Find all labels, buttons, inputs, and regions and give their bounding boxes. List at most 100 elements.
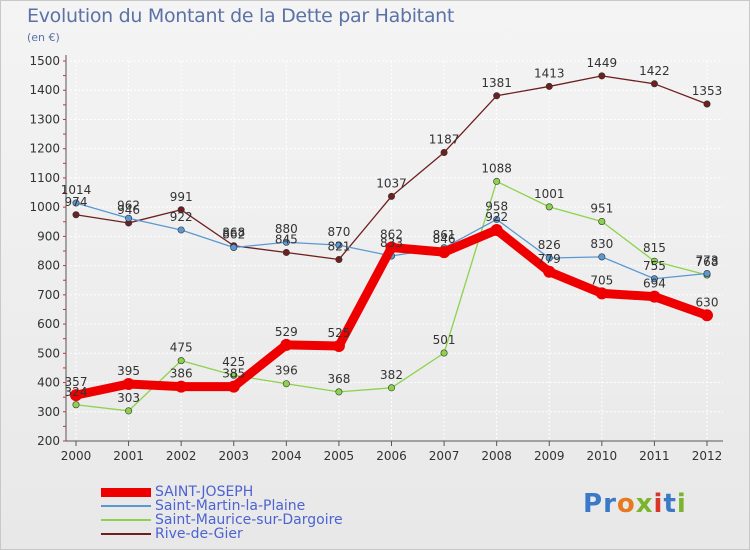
data-label: 1001	[534, 187, 565, 201]
data-point	[598, 253, 606, 261]
data-point	[282, 380, 290, 388]
data-point	[177, 206, 185, 214]
x-tick-label: 2008	[481, 449, 512, 463]
y-tick-label: 1000	[29, 200, 60, 214]
data-point	[493, 215, 501, 223]
y-tick-label: 1300	[29, 112, 60, 126]
x-tick-label: 2004	[271, 449, 302, 463]
data-label: 833	[380, 236, 403, 250]
data-point	[701, 309, 713, 322]
data-label: 815	[643, 241, 666, 255]
data-label: 845	[275, 232, 298, 246]
data-point	[332, 340, 345, 352]
data-point	[648, 290, 661, 303]
data-label: 821	[327, 239, 350, 253]
data-point	[440, 148, 448, 156]
data-point	[650, 275, 658, 283]
data-label: 525	[327, 326, 350, 340]
data-label: 1413	[534, 66, 565, 80]
data-point	[493, 177, 501, 185]
proxiti-logo: Proxiti	[583, 489, 687, 519]
data-label: 630	[696, 295, 719, 309]
data-point	[72, 211, 80, 219]
data-point	[703, 270, 711, 278]
x-tick-label: 2003	[218, 449, 249, 463]
data-label: 396	[275, 364, 298, 378]
data-point	[282, 238, 290, 246]
data-point	[70, 389, 82, 402]
legend-label: Saint-Martin-la-Plaine	[155, 498, 306, 514]
data-point	[598, 72, 606, 80]
data-label: 475	[170, 341, 193, 355]
y-tick-label: 400	[37, 376, 60, 390]
data-label: 951	[590, 201, 613, 215]
x-tick-label: 2005	[324, 449, 355, 463]
data-label: 1014	[61, 183, 92, 197]
data-label: 1187	[429, 132, 460, 146]
data-point	[385, 241, 398, 254]
data-point	[125, 407, 133, 415]
data-label: 768	[696, 255, 719, 269]
data-label: 1422	[639, 64, 670, 78]
legend-swatch	[101, 505, 151, 507]
legend-label: Rive-de-Gier	[155, 526, 243, 542]
data-label: 862	[222, 227, 245, 241]
data-label: 830	[590, 237, 613, 251]
data-label: 1088	[481, 161, 512, 175]
y-tick-label: 900	[37, 229, 60, 243]
y-tick-label: 1100	[29, 171, 60, 185]
data-label: 868	[222, 226, 245, 240]
data-point	[598, 217, 606, 225]
data-label: 846	[433, 232, 456, 246]
data-point	[177, 357, 185, 365]
legend-swatch	[101, 519, 151, 521]
data-point	[438, 246, 451, 259]
data-label: 991	[170, 190, 193, 204]
data-label: 303	[117, 391, 140, 405]
x-tick-label: 2006	[376, 449, 407, 463]
chart-title: Evolution du Montant de la Dette par Hab…	[27, 5, 455, 27]
chart-unit: (en €)	[27, 31, 60, 44]
data-point	[175, 380, 188, 393]
data-label: 705	[590, 273, 613, 287]
x-tick-label: 2009	[534, 449, 565, 463]
data-label: 880	[275, 222, 298, 236]
data-label: 529	[275, 325, 298, 339]
x-tick-label: 2000	[61, 449, 92, 463]
data-label: 385	[222, 367, 245, 381]
data-label: 773	[696, 254, 719, 268]
data-label: 1037	[376, 176, 407, 190]
data-point	[335, 241, 343, 249]
data-point	[72, 401, 80, 409]
y-tick-label: 300	[37, 405, 60, 419]
data-label: 324	[65, 385, 88, 399]
data-point	[545, 254, 553, 262]
data-point	[227, 380, 240, 393]
data-point	[650, 80, 658, 88]
data-label: 382	[380, 368, 403, 382]
y-tick-label: 1500	[29, 54, 60, 68]
data-point	[387, 384, 395, 392]
data-label: 386	[170, 367, 193, 381]
data-label: 368	[327, 372, 350, 386]
data-label: 962	[117, 198, 140, 212]
x-tick-label: 2001	[113, 449, 144, 463]
data-point	[335, 255, 343, 263]
y-tick-label: 1400	[29, 83, 60, 97]
data-point	[230, 243, 238, 251]
data-label: 1449	[587, 56, 618, 70]
data-point	[230, 371, 238, 379]
data-label: 755	[643, 259, 666, 273]
data-point	[440, 349, 448, 357]
data-point	[493, 92, 501, 100]
x-tick-label: 2007	[429, 449, 460, 463]
data-label: 922	[485, 210, 508, 224]
data-point	[545, 203, 553, 211]
data-label: 958	[485, 199, 508, 213]
legend-swatch	[101, 488, 151, 497]
data-point	[490, 223, 503, 236]
data-point	[177, 226, 185, 234]
y-tick-label: 600	[37, 317, 60, 331]
y-tick-label: 800	[37, 259, 60, 273]
